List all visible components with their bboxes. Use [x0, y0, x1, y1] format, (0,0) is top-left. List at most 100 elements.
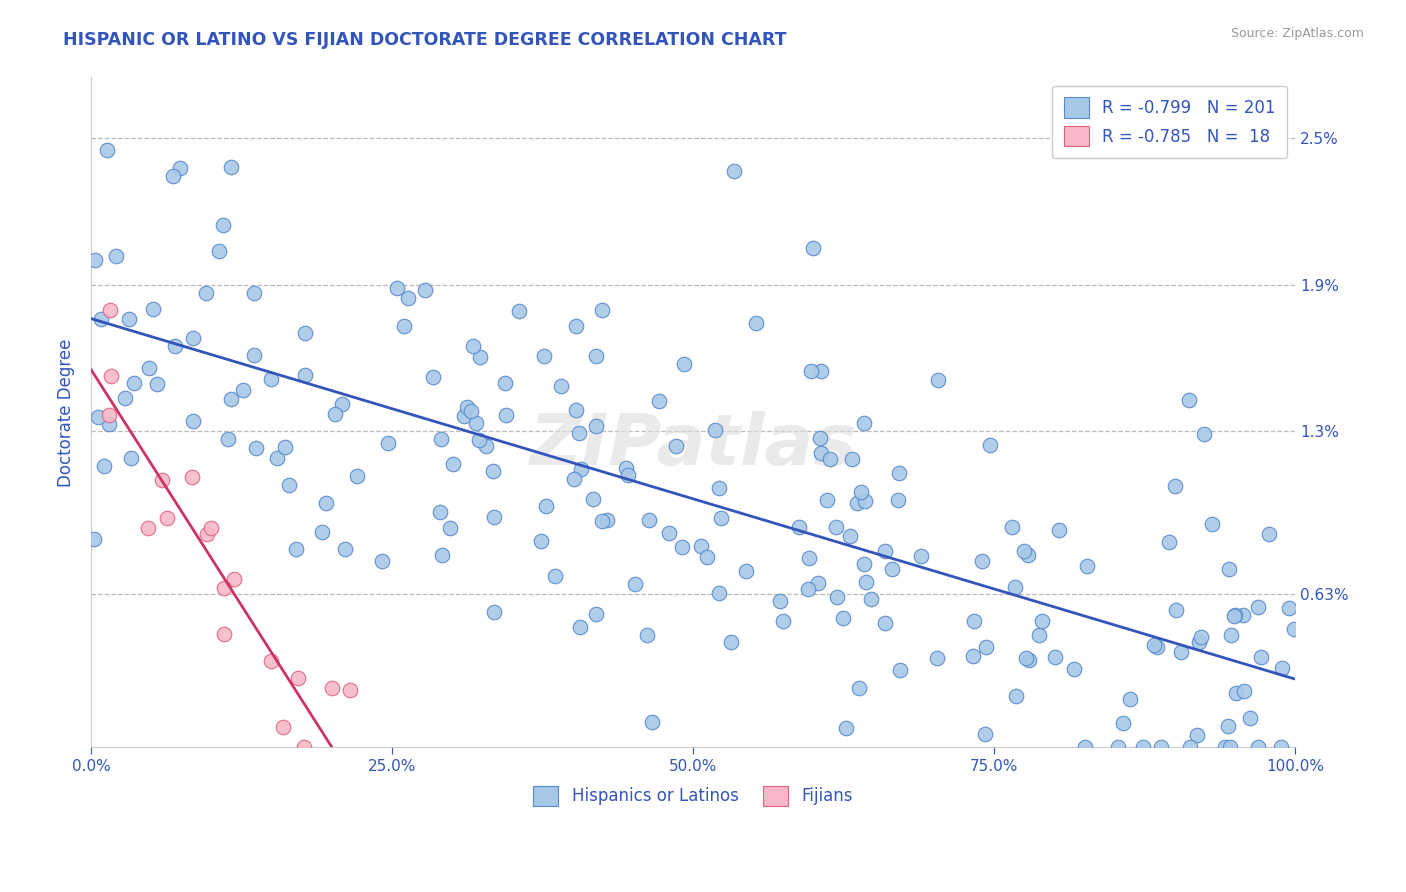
Point — [287, 671, 309, 685]
Point — [441, 457, 464, 471]
Point — [460, 403, 482, 417]
Point — [534, 499, 557, 513]
Point — [810, 446, 832, 460]
Point — [927, 651, 949, 665]
Point — [87, 410, 110, 425]
Y-axis label: Doctorate Degree: Doctorate Degree — [58, 338, 75, 486]
Point — [1164, 479, 1187, 493]
Point — [1132, 740, 1154, 755]
Point — [1250, 649, 1272, 664]
Point — [278, 477, 301, 491]
Point — [723, 164, 745, 178]
Point — [245, 441, 267, 455]
Point — [852, 416, 875, 430]
Point — [1278, 601, 1301, 615]
Point — [396, 291, 419, 305]
Point — [456, 401, 478, 415]
Point — [690, 539, 713, 553]
Point — [568, 425, 591, 440]
Point — [464, 416, 486, 430]
Point — [232, 383, 254, 397]
Point — [1107, 740, 1129, 755]
Point — [1247, 599, 1270, 614]
Point — [979, 438, 1001, 452]
Point — [848, 681, 870, 696]
Point — [1233, 684, 1256, 698]
Point — [1014, 544, 1036, 558]
Point — [585, 349, 607, 363]
Point — [887, 466, 910, 480]
Point — [1189, 630, 1212, 644]
Point — [474, 438, 496, 452]
Point — [385, 281, 408, 295]
Point — [745, 316, 768, 330]
Point — [887, 492, 910, 507]
Point — [494, 376, 516, 390]
Point — [707, 481, 730, 495]
Point — [169, 161, 191, 176]
Point — [1271, 661, 1294, 675]
Point — [156, 511, 179, 525]
Point — [97, 417, 120, 431]
Point — [849, 484, 872, 499]
Point — [243, 286, 266, 301]
Point — [569, 620, 592, 634]
Point — [146, 376, 169, 391]
Point — [98, 302, 121, 317]
Point — [637, 513, 659, 527]
Point — [212, 218, 235, 232]
Point — [1073, 740, 1095, 755]
Point — [260, 654, 283, 668]
Point — [1223, 608, 1246, 623]
Point — [673, 357, 696, 371]
Point — [562, 472, 585, 486]
Point — [974, 727, 997, 741]
Point — [508, 304, 530, 318]
Point — [636, 628, 658, 642]
Point — [1180, 740, 1202, 755]
Point — [333, 542, 356, 557]
Point — [482, 510, 505, 524]
Point — [838, 528, 860, 542]
Point — [1257, 527, 1279, 541]
Point — [1047, 523, 1070, 537]
Point — [1239, 710, 1261, 724]
Point — [720, 635, 742, 649]
Point — [181, 330, 204, 344]
Point — [1146, 640, 1168, 654]
Point — [972, 554, 994, 568]
Legend: Hispanics or Latinos, Fijians: Hispanics or Latinos, Fijians — [527, 779, 860, 813]
Point — [1177, 393, 1199, 408]
Point — [371, 554, 394, 568]
Point — [647, 394, 669, 409]
Point — [1063, 662, 1085, 676]
Point — [181, 470, 204, 484]
Point — [735, 564, 758, 578]
Point — [565, 403, 588, 417]
Point — [1031, 614, 1053, 628]
Point — [422, 370, 444, 384]
Point — [294, 326, 316, 340]
Point — [195, 527, 218, 541]
Point — [346, 469, 368, 483]
Point — [219, 160, 242, 174]
Point — [808, 432, 831, 446]
Point — [810, 364, 832, 378]
Point — [875, 543, 897, 558]
Point — [1218, 719, 1240, 733]
Point — [315, 496, 337, 510]
Text: ZIPatlas: ZIPatlas — [530, 411, 856, 481]
Text: Source: ZipAtlas.com: Source: ZipAtlas.com — [1230, 27, 1364, 40]
Point — [596, 513, 619, 527]
Point — [1225, 686, 1247, 700]
Point — [105, 249, 128, 263]
Point — [136, 521, 159, 535]
Point — [429, 432, 451, 446]
Point — [800, 363, 823, 377]
Point — [772, 614, 794, 628]
Point — [453, 409, 475, 424]
Point — [1157, 535, 1180, 549]
Point — [1284, 622, 1306, 636]
Point — [927, 374, 949, 388]
Point — [1170, 645, 1192, 659]
